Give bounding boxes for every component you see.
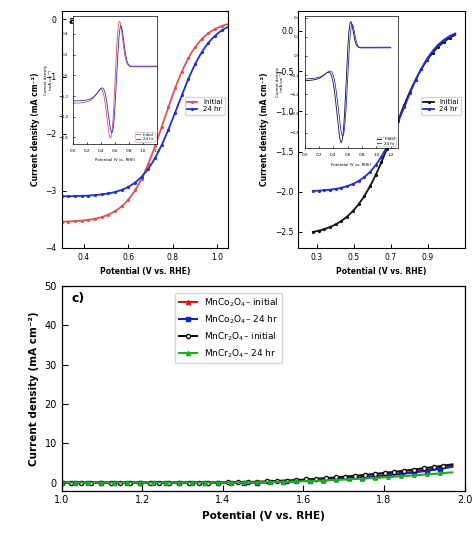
- Line: Initial: Initial: [312, 34, 456, 233]
- Initial: [379, 159, 384, 166]
- Initial: [387, 138, 393, 144]
- Line: Initial: Initial: [61, 23, 229, 223]
- Text: c): c): [72, 292, 85, 305]
- Initial: [139, 175, 145, 182]
- Initial: [310, 229, 316, 235]
- Initial: [221, 22, 227, 28]
- 24 hr: [158, 144, 164, 150]
- 24 hr: [225, 23, 231, 30]
- X-axis label: Potential (V vs. RHE): Potential (V vs. RHE): [100, 268, 190, 276]
- 24 hr: [449, 32, 455, 38]
- 24 hr: [221, 26, 227, 32]
- Y-axis label: Current density (mA cm⁻²): Current density (mA cm⁻²): [31, 72, 40, 186]
- 24 hr: [195, 56, 201, 62]
- Initial: [225, 21, 231, 27]
- Y-axis label: Current density (mA cm⁻²): Current density (mA cm⁻²): [260, 72, 269, 186]
- 24 hr: [427, 52, 432, 58]
- X-axis label: Potential (V vs. RHE): Potential (V vs. RHE): [336, 268, 427, 276]
- Legend: Initial, 24 hr: Initial, 24 hr: [185, 97, 225, 114]
- 24 hr: [139, 173, 145, 180]
- Line: 24 hr: 24 hr: [61, 26, 229, 197]
- Initial: [195, 40, 201, 47]
- 24 hr: [452, 30, 458, 37]
- 24 hr: [395, 120, 401, 126]
- Legend: MnCo$_2$O$_4$– initial, MnCo$_2$O$_4$– 24 hr, MnCr$_2$O$_4$– initial, MnCr$_2$O$: MnCo$_2$O$_4$– initial, MnCo$_2$O$_4$– 2…: [175, 293, 282, 364]
- Initial: [149, 152, 155, 159]
- 24 hr: [310, 187, 316, 194]
- 24 hr: [379, 154, 384, 160]
- 24 hr: [387, 137, 393, 144]
- Initial: [138, 177, 144, 184]
- 24 hr: [138, 174, 144, 181]
- Y-axis label: Current density (mA cm⁻²): Current density (mA cm⁻²): [29, 311, 39, 465]
- Legend: Initial, 24 hr: Initial, 24 hr: [421, 97, 461, 114]
- Line: 24 hr: 24 hr: [312, 33, 456, 192]
- Initial: [395, 118, 401, 125]
- Initial: [158, 126, 164, 133]
- 24 hr: [59, 193, 64, 199]
- Initial: [59, 219, 64, 225]
- 24 hr: [149, 160, 155, 167]
- Text: a): a): [68, 16, 81, 26]
- 24 hr: [378, 155, 383, 161]
- Initial: [427, 53, 432, 60]
- Initial: [449, 33, 455, 40]
- Text: b): b): [305, 16, 318, 26]
- Initial: [452, 32, 458, 38]
- Initial: [378, 161, 383, 167]
- X-axis label: Potential (V vs. RHE): Potential (V vs. RHE): [201, 511, 325, 521]
